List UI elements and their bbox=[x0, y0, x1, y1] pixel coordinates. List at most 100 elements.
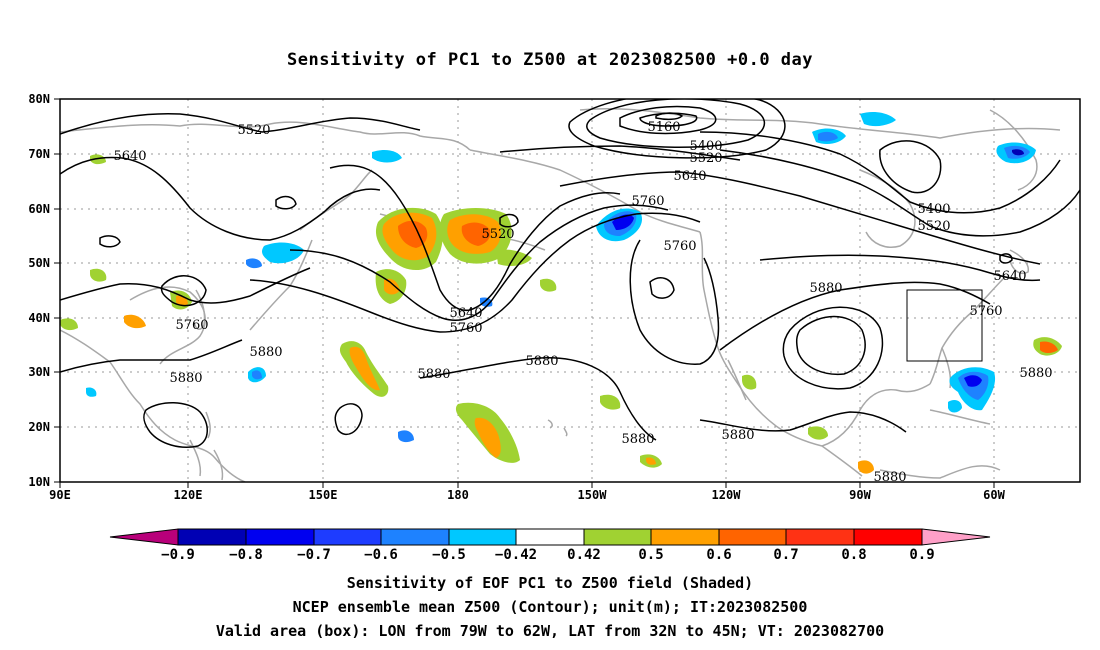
lat-label: 30N bbox=[28, 365, 50, 379]
lon-label: 120W bbox=[712, 488, 742, 502]
contour-label: 5520 bbox=[689, 151, 722, 166]
contour-label: 5880 bbox=[621, 432, 654, 447]
contour-label: 5880 bbox=[873, 470, 906, 485]
contour-east-closed bbox=[879, 140, 942, 194]
contour-labels: 5520 5640 5160 5400 5520 5640 5760 5520 … bbox=[113, 120, 1052, 485]
lon-label: 90W bbox=[849, 488, 871, 502]
contour-label: 5400 bbox=[917, 202, 950, 217]
contour-label: 5640 bbox=[449, 306, 482, 321]
lat-label: 70N bbox=[28, 147, 50, 161]
contour-closed-west1 bbox=[275, 195, 297, 210]
contour-trough-5760 bbox=[249, 212, 701, 333]
colorbar-segment bbox=[785, 528, 855, 546]
sensitivity-shading bbox=[60, 112, 1062, 474]
contour-low-inner2 bbox=[655, 112, 684, 121]
contour-label: 5640 bbox=[993, 269, 1026, 284]
coastline-florida bbox=[941, 347, 952, 389]
colorbar-label: −0.5 bbox=[432, 547, 466, 563]
coastline-us-east bbox=[929, 277, 1005, 385]
shade-alaska-negative bbox=[596, 208, 643, 242]
coastline-mexico-gulf bbox=[821, 383, 931, 447]
contour-ridge-5760 bbox=[629, 239, 720, 365]
coastline-cuba bbox=[929, 409, 991, 425]
coastline-hawaii bbox=[547, 419, 568, 437]
contour-closed-ne bbox=[999, 253, 1013, 264]
contour-5880-east bbox=[719, 281, 991, 351]
colorbar-label: 0.5 bbox=[638, 547, 663, 563]
contour-label: 5880 bbox=[809, 281, 842, 296]
contour-5880-central bbox=[419, 357, 657, 441]
contour-label: 5880 bbox=[417, 367, 450, 382]
contour-5400-east bbox=[699, 131, 1061, 214]
coastline-taiwan bbox=[205, 411, 211, 439]
coastline-east-asia bbox=[60, 329, 246, 482]
coastline-central-america bbox=[821, 445, 1001, 479]
lon-label: 150E bbox=[309, 488, 338, 502]
colorbar-high-triangle bbox=[921, 528, 991, 546]
lon-label: 150W bbox=[578, 488, 608, 502]
map-title: Sensitivity of PC1 to Z500 at 2023082500… bbox=[286, 50, 813, 70]
contour-label: 5520 bbox=[481, 227, 514, 242]
lat-labels: 80N 70N 60N 50N 40N 30N 20N 10N bbox=[28, 92, 50, 489]
contour-trough-5640 bbox=[289, 204, 669, 321]
contour-label: 5760 bbox=[175, 318, 208, 333]
colorbar-low-triangle bbox=[109, 528, 179, 546]
contour-5640-west bbox=[60, 156, 381, 241]
coastline-alaska bbox=[469, 149, 701, 233]
contour-closed-west3 bbox=[160, 275, 207, 307]
colorbar-label: −0.9 bbox=[161, 547, 195, 563]
map-frame bbox=[59, 98, 1081, 483]
caption-valid-area: Valid area (box): LON from 79W to 62W, L… bbox=[215, 622, 885, 640]
shade-greenland-negative bbox=[812, 112, 1036, 164]
contour-label: 5760 bbox=[631, 194, 664, 209]
colorbar-label: −0.42 bbox=[495, 547, 537, 563]
lon-label: 180 bbox=[447, 488, 469, 502]
colorbar-label: −0.7 bbox=[297, 547, 331, 563]
shade-pacific-positive bbox=[60, 154, 1062, 474]
tick-marks bbox=[54, 98, 995, 488]
contour-5400-north bbox=[499, 145, 741, 161]
coastlines bbox=[60, 107, 1061, 482]
contour-label: 5640 bbox=[673, 169, 706, 184]
colorbar-segment bbox=[583, 528, 652, 546]
contour-low-5160 bbox=[619, 105, 717, 135]
lat-label: 80N bbox=[28, 92, 50, 106]
contour-5520-north bbox=[60, 112, 421, 135]
gridlines bbox=[60, 99, 1080, 482]
colorbar-segment bbox=[313, 528, 382, 546]
colorbar-label: 0.42 bbox=[567, 547, 601, 563]
contour-5640-north bbox=[559, 171, 1041, 265]
coastline-arctic-canada bbox=[579, 107, 1061, 139]
contour-closed-south2 bbox=[143, 402, 208, 448]
colorbar-segment bbox=[448, 528, 517, 546]
contour-label: 5880 bbox=[1019, 366, 1052, 381]
contour-label: 5880 bbox=[525, 354, 558, 369]
shade-pacific-negative bbox=[86, 150, 493, 443]
colorbar-label: −0.8 bbox=[229, 547, 263, 563]
contour-closed-south1 bbox=[334, 403, 363, 436]
contour-closed-yellow bbox=[499, 213, 519, 228]
contour-label: 5160 bbox=[647, 120, 680, 135]
contour-label: 5520 bbox=[237, 123, 270, 138]
caption-shading: Sensitivity of EOF PC1 to Z500 field (Sh… bbox=[346, 574, 754, 592]
contour-label: 5400 bbox=[689, 139, 722, 154]
lon-label: 90E bbox=[49, 488, 71, 502]
coastline-west-na bbox=[699, 231, 823, 447]
colorbar-segment bbox=[515, 528, 585, 546]
contour-label: 5880 bbox=[721, 428, 754, 443]
colorbar-label: 0.9 bbox=[909, 547, 934, 563]
lon-label: 120E bbox=[174, 488, 203, 502]
contour-closed-west2 bbox=[99, 235, 121, 248]
valid-area-box bbox=[906, 289, 983, 362]
colorbar-label: −0.6 bbox=[364, 547, 398, 563]
colorbar-segment bbox=[718, 528, 787, 546]
contour-closed-pac-low bbox=[649, 277, 675, 299]
colorbar-segment bbox=[650, 528, 720, 546]
contour-label: 5760 bbox=[969, 304, 1002, 319]
lon-labels: 90E 120E 150E 180 150W 120W 90W 60W bbox=[49, 488, 1005, 502]
coastline-baja bbox=[727, 359, 747, 401]
contour-low-outer2 bbox=[568, 99, 786, 159]
caption-contour: NCEP ensemble mean Z500 (Contour); unit(… bbox=[292, 598, 808, 616]
coastline-philippines bbox=[189, 439, 224, 481]
colorbar-segment bbox=[177, 528, 247, 546]
